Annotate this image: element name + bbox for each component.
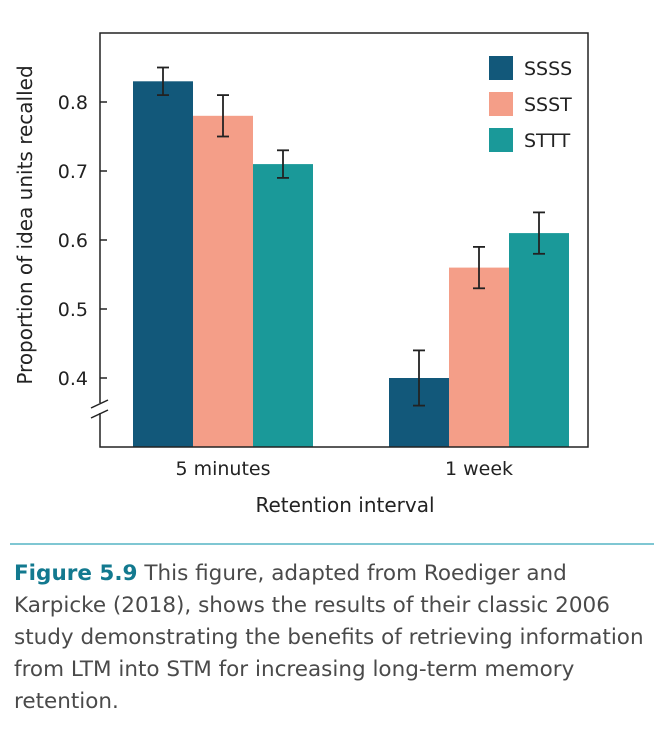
axis-break-mark — [90, 409, 109, 419]
y-tick-label: 0.5 — [58, 299, 88, 321]
caption-text: This figure, adapted from Roediger and K… — [14, 561, 644, 714]
axis-break-mark — [90, 399, 109, 409]
legend-swatch-ssss — [489, 56, 513, 80]
legend-label-ssst: SSST — [524, 94, 572, 116]
figure-caption: Figure 5.9 This figure, adapted from Roe… — [14, 558, 654, 718]
x-tick-label: 5 minutes — [175, 458, 270, 480]
bar-chart: 0.4 0.5 0.6 0.7 0.8 5 minutes 1 week Proporti… — [13, 32, 589, 517]
y-tick-label: 0.8 — [58, 92, 88, 114]
x-tick-label: 1 week — [445, 458, 513, 480]
x-ticks-layer: 5 minutes 1 week — [175, 458, 513, 480]
legend-swatch-ssst — [489, 92, 513, 116]
y-tick-label: 0.6 — [58, 230, 88, 252]
figure-label: Figure 5.9 — [14, 561, 138, 586]
y-tick-label: 0.7 — [58, 161, 88, 183]
legend: SSSS SSST STTT — [489, 56, 572, 152]
y-axis-label: Proportion of idea units recalled — [13, 65, 37, 384]
x-axis-label: Retention interval — [255, 493, 434, 517]
bar-sttt-1 — [509, 233, 569, 447]
bar-ssst-0 — [193, 115, 253, 448]
legend-label-ssss: SSSS — [524, 58, 572, 80]
bar-sttt-0 — [253, 164, 313, 447]
legend-label-sttt: STTT — [524, 130, 571, 152]
caption-divider — [10, 543, 654, 545]
error-bars-layer — [157, 66, 545, 407]
axis-break-gap — [94, 403, 106, 413]
bar-ssst-1 — [449, 267, 509, 447]
y-ticks-layer: 0.4 0.5 0.6 0.7 0.8 — [58, 92, 107, 390]
legend-swatch-sttt — [489, 128, 513, 152]
bars-layer — [133, 81, 569, 448]
bar-ssss-0 — [133, 81, 193, 448]
y-tick-label: 0.4 — [58, 368, 88, 390]
